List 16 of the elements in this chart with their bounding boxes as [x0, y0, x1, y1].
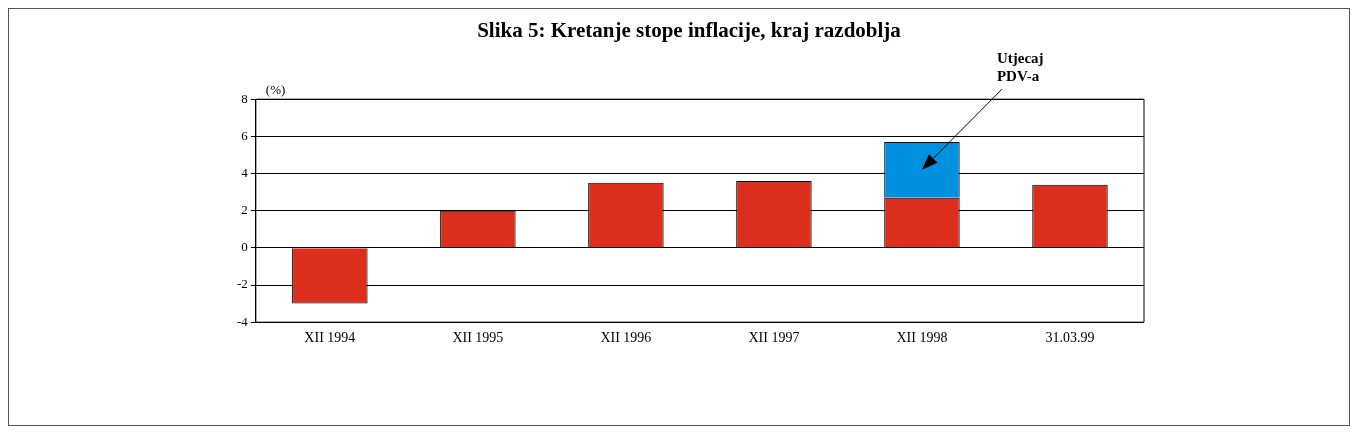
y-tick-label: 6 [241, 127, 249, 143]
y-tick-label: 4 [241, 164, 249, 180]
y-tick-label: -2 [236, 276, 248, 292]
y-tick-label: 8 [241, 90, 248, 106]
y-tick-label: 2 [241, 202, 248, 218]
chart-title: Slika 5: Kretanje stope inflacije, kraj razdoblja [477, 18, 902, 43]
y-tick-label: -4 [236, 313, 249, 329]
x-tick-label: 31.03.99 [1045, 330, 1095, 346]
text: Utjecaj PDV-a [996, 49, 1044, 84]
x-tick-label: XII 1994 [304, 330, 356, 346]
x-tick-label: XII 1995 [452, 330, 504, 346]
x-tick-label: XII 1998 [896, 330, 948, 346]
y-tick-label: 0 [241, 239, 248, 255]
x-tick-label: XII 1997 [748, 330, 800, 346]
x-tick-label: XII 1996 [600, 330, 652, 346]
y-axis-title: (%) [265, 82, 286, 98]
